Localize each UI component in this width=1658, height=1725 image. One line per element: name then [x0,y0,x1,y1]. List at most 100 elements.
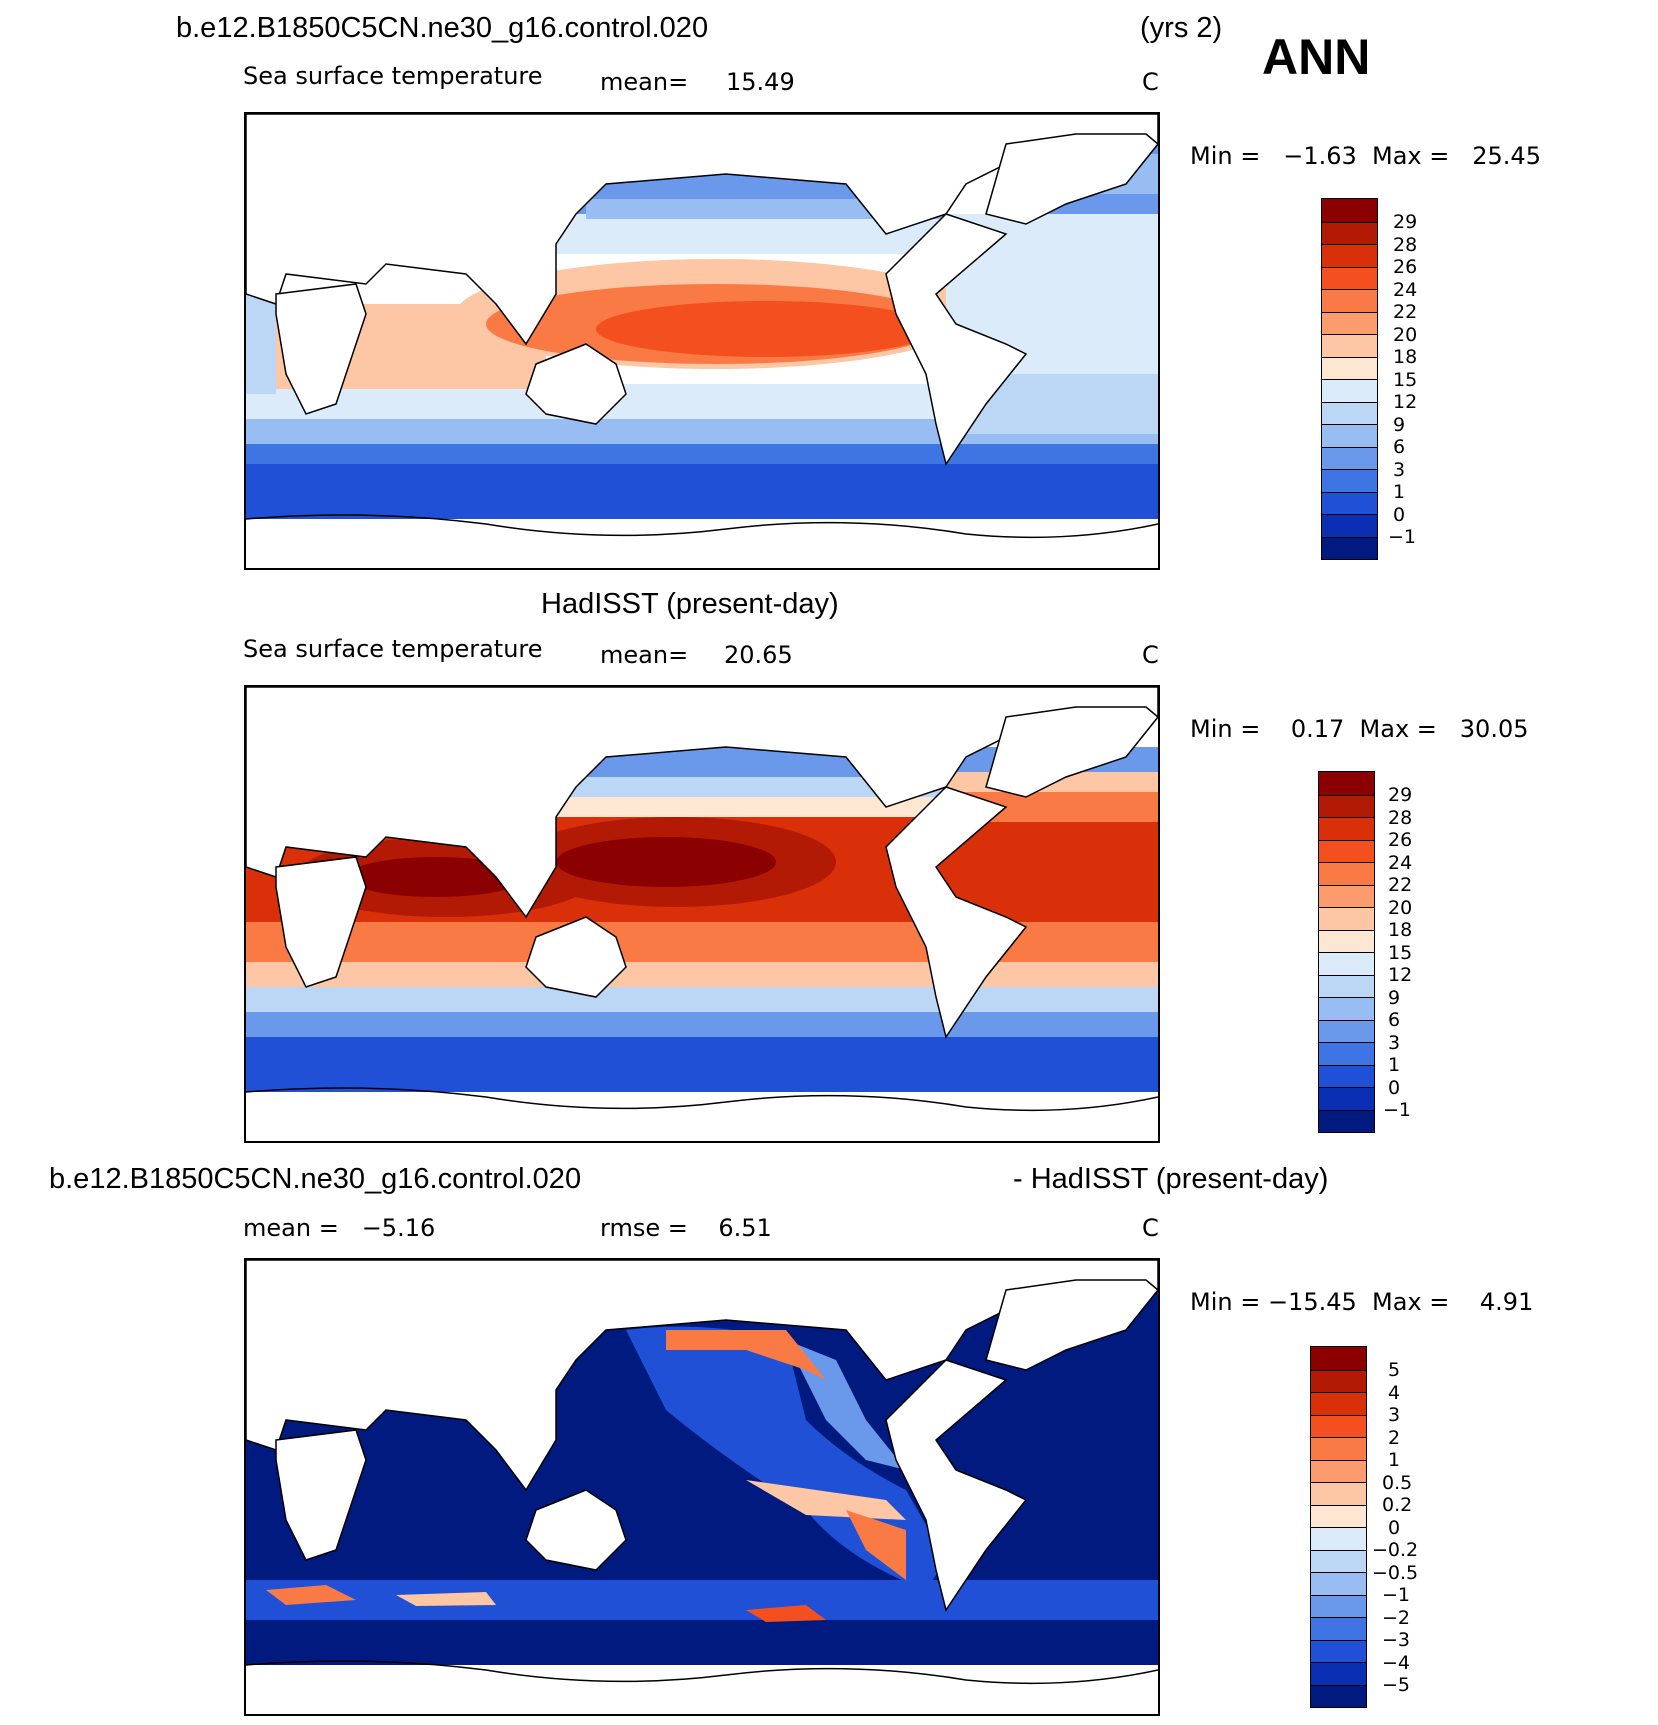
panel3-units: C [1142,1214,1159,1242]
panel3-title-right: - HadISST (present-day) [1013,1163,1329,1195]
panel1-cb-label: 28 [1393,234,1418,256]
panel1-cb-label: −1 [1388,526,1417,548]
panel3-colorbar-box [1311,1662,1366,1685]
panel2-cb-label: 12 [1388,964,1413,986]
panel1-minmax: Min = −1.63 Max = 25.45 [1190,142,1541,170]
panel1-variable: Sea surface temperature [243,62,543,90]
panel2-colorbar-box [1319,794,1374,817]
panel3-cb-label: 1 [1388,1449,1401,1471]
panel3-title-left: b.e12.B1850C5CN.ne30_g16.control.020 [49,1163,582,1195]
panel3-colorbar-box [1311,1459,1366,1482]
panel3-cb-label: −1 [1382,1584,1411,1606]
panel2-variable: Sea surface temperature [243,635,543,663]
panel2-map [244,685,1160,1143]
panel1-colorbar-box [1322,356,1377,379]
panel1-colorbar-box [1322,536,1377,559]
panel2-cb-label: −1 [1383,1099,1412,1121]
panel2-colorbar-box [1319,839,1374,862]
panel3-cb-label: 3 [1388,1404,1401,1426]
panel1-map [244,112,1160,570]
panel3-colorbar-box [1311,1617,1366,1640]
panel1-cb-label: 0 [1393,504,1406,526]
panel1-cb-label: 9 [1393,414,1406,436]
panel1-cb-label: 20 [1393,324,1418,346]
panel1-colorbar-box [1322,514,1377,537]
panel1-colorbar-box [1322,424,1377,447]
panel1-colorbar-box [1322,199,1377,222]
panel1-colorbar-box [1322,379,1377,402]
panel2-units: C [1142,641,1159,669]
panel2-cb-label: 24 [1388,852,1413,874]
panel2-cb-label: 9 [1388,987,1401,1009]
panel2-cb-label: 22 [1388,874,1413,896]
panel2-colorbar-box [1319,907,1374,930]
panel1-cb-label: 29 [1393,211,1418,233]
panel3-minmax: Min = −15.45 Max = 4.91 [1190,1288,1534,1316]
panel3-cb-label: 0.2 [1382,1494,1413,1516]
panel1-units: C [1142,68,1159,96]
panel2-cb-label: 0 [1388,1077,1401,1099]
panel2-colorbar [1318,771,1375,1133]
panel1-cb-label: 12 [1393,391,1418,413]
panel1-colorbar-box [1322,289,1377,312]
panel1-cb-label: 1 [1393,481,1406,503]
panel2-colorbar-box [1319,862,1374,885]
panel2-mean-value: 20.65 [724,641,793,669]
panel1-cb-label: 3 [1393,459,1406,481]
panel3-map [244,1258,1160,1716]
panel3-mean: mean = −5.16 [243,1214,436,1242]
panel2-colorbar-box [1319,1042,1374,1065]
panel2-cb-label: 28 [1388,807,1413,829]
panel2-cb-label: 20 [1388,897,1413,919]
panel1-years: (yrs 2) [1140,12,1223,44]
panel3-cb-label: −5 [1382,1674,1411,1696]
panel3-cb-label: 0.5 [1382,1472,1413,1494]
panel3-cb-label: −4 [1382,1652,1411,1674]
panel3-cb-label: −3 [1382,1629,1411,1651]
panel3-cb-label: 5 [1388,1359,1401,1381]
panel2-colorbar-box [1319,772,1374,795]
panel1-colorbar-box [1322,469,1377,492]
panel1-cb-label: 6 [1393,436,1406,458]
panel3-colorbar-box [1311,1437,1366,1460]
panel2-cb-label: 3 [1388,1032,1401,1054]
panel2-cb-label: 18 [1388,919,1413,941]
panel2-title: HadISST (present-day) [541,588,839,620]
panel2-colorbar-box [1319,817,1374,840]
panel3-cb-label: 0 [1388,1517,1401,1539]
panel3-colorbar-box [1311,1347,1366,1370]
panel3-rmse: rmse = 6.51 [600,1214,772,1242]
panel1-colorbar-box [1322,311,1377,334]
panel3-cb-label: 2 [1388,1427,1401,1449]
panel3-colorbar-box [1311,1572,1366,1595]
panel2-cb-label: 26 [1388,829,1413,851]
panel3-colorbar-box [1311,1549,1366,1572]
panel2-cb-label: 29 [1388,784,1413,806]
panel1-cb-label: 22 [1393,301,1418,323]
panel3-colorbar-box [1311,1369,1366,1392]
panel1-colorbar-box [1322,266,1377,289]
panel2-colorbar-box [1319,1064,1374,1087]
panel1-cb-label: 24 [1393,279,1418,301]
panel1-mean-value: 15.49 [726,68,795,96]
panel3-cb-label: 4 [1388,1382,1401,1404]
panel3-colorbar [1310,1346,1367,1708]
panel2-cb-label: 15 [1388,942,1413,964]
panel3-colorbar-box [1311,1504,1366,1527]
panel2-colorbar-box [1319,1109,1374,1132]
panel3-cb-label: −2 [1382,1607,1411,1629]
panel1-colorbar-box [1322,334,1377,357]
panel1-cb-label: 15 [1393,369,1418,391]
panel1-mean-label: mean= [600,68,689,96]
panel3-cb-label: −0.2 [1372,1539,1419,1561]
panel3-cb-label: −0.5 [1372,1562,1419,1584]
panel2-cb-label: 6 [1388,1009,1401,1031]
panel2-mean-label: mean= [600,641,689,669]
panel3-colorbar-box [1311,1527,1366,1550]
panel3-colorbar-box [1311,1414,1366,1437]
panel2-colorbar-box [1319,997,1374,1020]
panel3-colorbar-box [1311,1639,1366,1662]
panel1-colorbar-box [1322,221,1377,244]
panel2-colorbar-box [1319,929,1374,952]
panel1-colorbar-box [1322,401,1377,424]
